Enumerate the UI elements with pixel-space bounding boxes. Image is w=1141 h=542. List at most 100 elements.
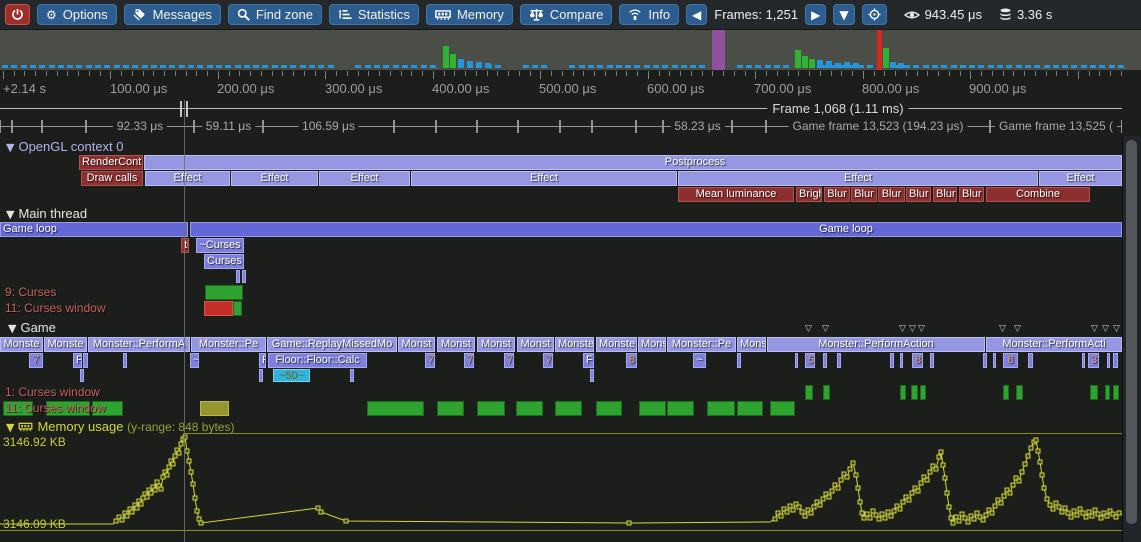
frame-time-bar[interactable] xyxy=(616,65,622,68)
frame-time-bar[interactable] xyxy=(653,65,659,68)
frame-time-bar[interactable] xyxy=(67,65,73,68)
zone[interactable]: Effect xyxy=(231,171,318,186)
zone[interactable]: Game loop xyxy=(0,222,188,237)
frame-time-bar[interactable] xyxy=(1109,65,1115,68)
zone[interactable] xyxy=(123,353,127,368)
frame-time-bar-blue[interactable] xyxy=(853,63,859,68)
frame-segment[interactable] xyxy=(394,120,436,133)
zone[interactable] xyxy=(823,385,830,400)
zone[interactable]: Monste xyxy=(555,337,594,352)
frame-time-bar[interactable] xyxy=(402,65,408,68)
zoom-out-button[interactable]: ▼ xyxy=(833,4,855,25)
frame-time-bar-blue[interactable] xyxy=(835,63,841,68)
frame-time-bar[interactable] xyxy=(997,65,1003,68)
zone[interactable] xyxy=(437,401,464,416)
focus-frame-button[interactable] xyxy=(861,4,887,25)
zone[interactable] xyxy=(900,353,903,368)
frame-time-bar[interactable] xyxy=(588,65,594,68)
zone[interactable]: Game::ReplayMissedMo xyxy=(267,337,397,352)
frame-time-bar[interactable] xyxy=(2,65,8,68)
zone[interactable] xyxy=(983,353,987,368)
frame-time-bar[interactable] xyxy=(365,65,371,68)
zone[interactable] xyxy=(200,401,229,416)
current-frame-label[interactable]: Frame 1,068 (1.11 ms) xyxy=(767,101,909,116)
frame-time-bar-green[interactable] xyxy=(883,48,889,68)
frame-time-bar[interactable] xyxy=(216,65,222,68)
frame-time-bar[interactable] xyxy=(662,65,668,68)
zone[interactable]: Monste xyxy=(0,337,43,352)
frame-time-bar[interactable] xyxy=(1071,65,1077,68)
zone[interactable] xyxy=(242,270,246,283)
zone[interactable]: Monster::PerformActi xyxy=(986,337,1122,352)
zone[interactable] xyxy=(890,353,894,368)
frame-time-bar[interactable] xyxy=(579,65,585,68)
statistics-button[interactable]: Statistics xyxy=(328,4,419,25)
frame-segment[interactable]: 92.33 μs xyxy=(86,120,194,133)
message-marker-icon[interactable]: ▽ xyxy=(1014,324,1021,334)
frame-time-bar-blue[interactable] xyxy=(890,62,896,68)
frame-time-bar[interactable] xyxy=(858,65,864,68)
frame-time-bar[interactable] xyxy=(1025,65,1031,68)
zone[interactable] xyxy=(367,401,424,416)
options-button[interactable]: ⚙ Options xyxy=(37,4,117,25)
frame-time-bar[interactable] xyxy=(383,65,389,68)
zone[interactable]: Monste xyxy=(44,337,87,352)
zone[interactable] xyxy=(1016,385,1023,400)
zone[interactable] xyxy=(477,401,505,416)
frame-time-bar[interactable] xyxy=(625,65,631,68)
zone[interactable] xyxy=(1082,353,1085,368)
zone[interactable] xyxy=(80,369,84,382)
zone[interactable] xyxy=(3,401,33,416)
frame-time-bar[interactable] xyxy=(904,65,910,68)
frame-time-bar[interactable] xyxy=(988,65,994,68)
message-marker-icon[interactable]: ▽ xyxy=(822,324,829,334)
section-main-thread[interactable]: ▼ Main thread xyxy=(6,206,88,221)
frame-time-bar[interactable] xyxy=(848,65,854,68)
frame-time-bar[interactable] xyxy=(290,65,296,68)
frame-time-bar[interactable] xyxy=(737,65,743,68)
frame-time-bar[interactable] xyxy=(123,65,129,68)
frame-segment[interactable] xyxy=(518,120,560,133)
frame-time-bar[interactable] xyxy=(114,65,120,68)
frame-time-bar[interactable] xyxy=(541,65,547,68)
zone[interactable] xyxy=(1105,385,1110,400)
zone[interactable]: ~Curses xyxy=(196,238,244,253)
zone[interactable]: 8 xyxy=(1003,353,1018,368)
frame-time-bar[interactable] xyxy=(941,65,947,68)
frame-time-bar[interactable] xyxy=(969,65,975,68)
frame-time-bar[interactable] xyxy=(225,65,231,68)
frame-time-bar[interactable] xyxy=(783,65,789,68)
zone[interactable]: Monster::Pe xyxy=(191,337,266,352)
frame-time-bar-green[interactable] xyxy=(443,46,449,68)
frame-time-bar[interactable] xyxy=(235,65,241,68)
messages-button[interactable]: Messages xyxy=(123,4,221,25)
frame-segment[interactable] xyxy=(636,120,663,133)
zone[interactable] xyxy=(83,353,88,368)
frame-time-bar[interactable] xyxy=(765,65,771,68)
zone[interactable] xyxy=(1113,353,1118,368)
zone[interactable] xyxy=(1090,385,1098,400)
frame-time-bar[interactable] xyxy=(1016,65,1022,68)
frame-time-bar-blue[interactable] xyxy=(817,60,823,68)
zone[interactable] xyxy=(639,401,666,416)
frame-time-bar-green[interactable] xyxy=(802,56,808,68)
frame-time-bar-blue[interactable] xyxy=(458,59,464,68)
zone[interactable] xyxy=(1028,353,1033,368)
frame-segment[interactable] xyxy=(0,120,12,133)
message-marker-icon[interactable]: ▽ xyxy=(899,324,906,334)
zone[interactable]: Monst xyxy=(398,337,435,352)
frame-time-bar[interactable] xyxy=(960,65,966,68)
frame-time-bar[interactable] xyxy=(1118,65,1124,68)
zone[interactable] xyxy=(596,401,622,416)
frame-time-bar[interactable] xyxy=(932,65,938,68)
zone[interactable]: Brigh xyxy=(796,187,822,202)
zone[interactable]: Monst xyxy=(437,337,475,352)
frame-time-bar[interactable] xyxy=(867,65,873,68)
frame-segment[interactable] xyxy=(592,120,636,133)
zone[interactable]: Blur xyxy=(959,187,984,202)
frame-time-bar[interactable] xyxy=(207,65,213,68)
frame-time-bar-blue[interactable] xyxy=(844,62,850,68)
frame-histogram[interactable] xyxy=(0,30,1141,70)
frame-time-bar[interactable] xyxy=(644,65,650,68)
zone[interactable]: Curses xyxy=(204,254,244,269)
